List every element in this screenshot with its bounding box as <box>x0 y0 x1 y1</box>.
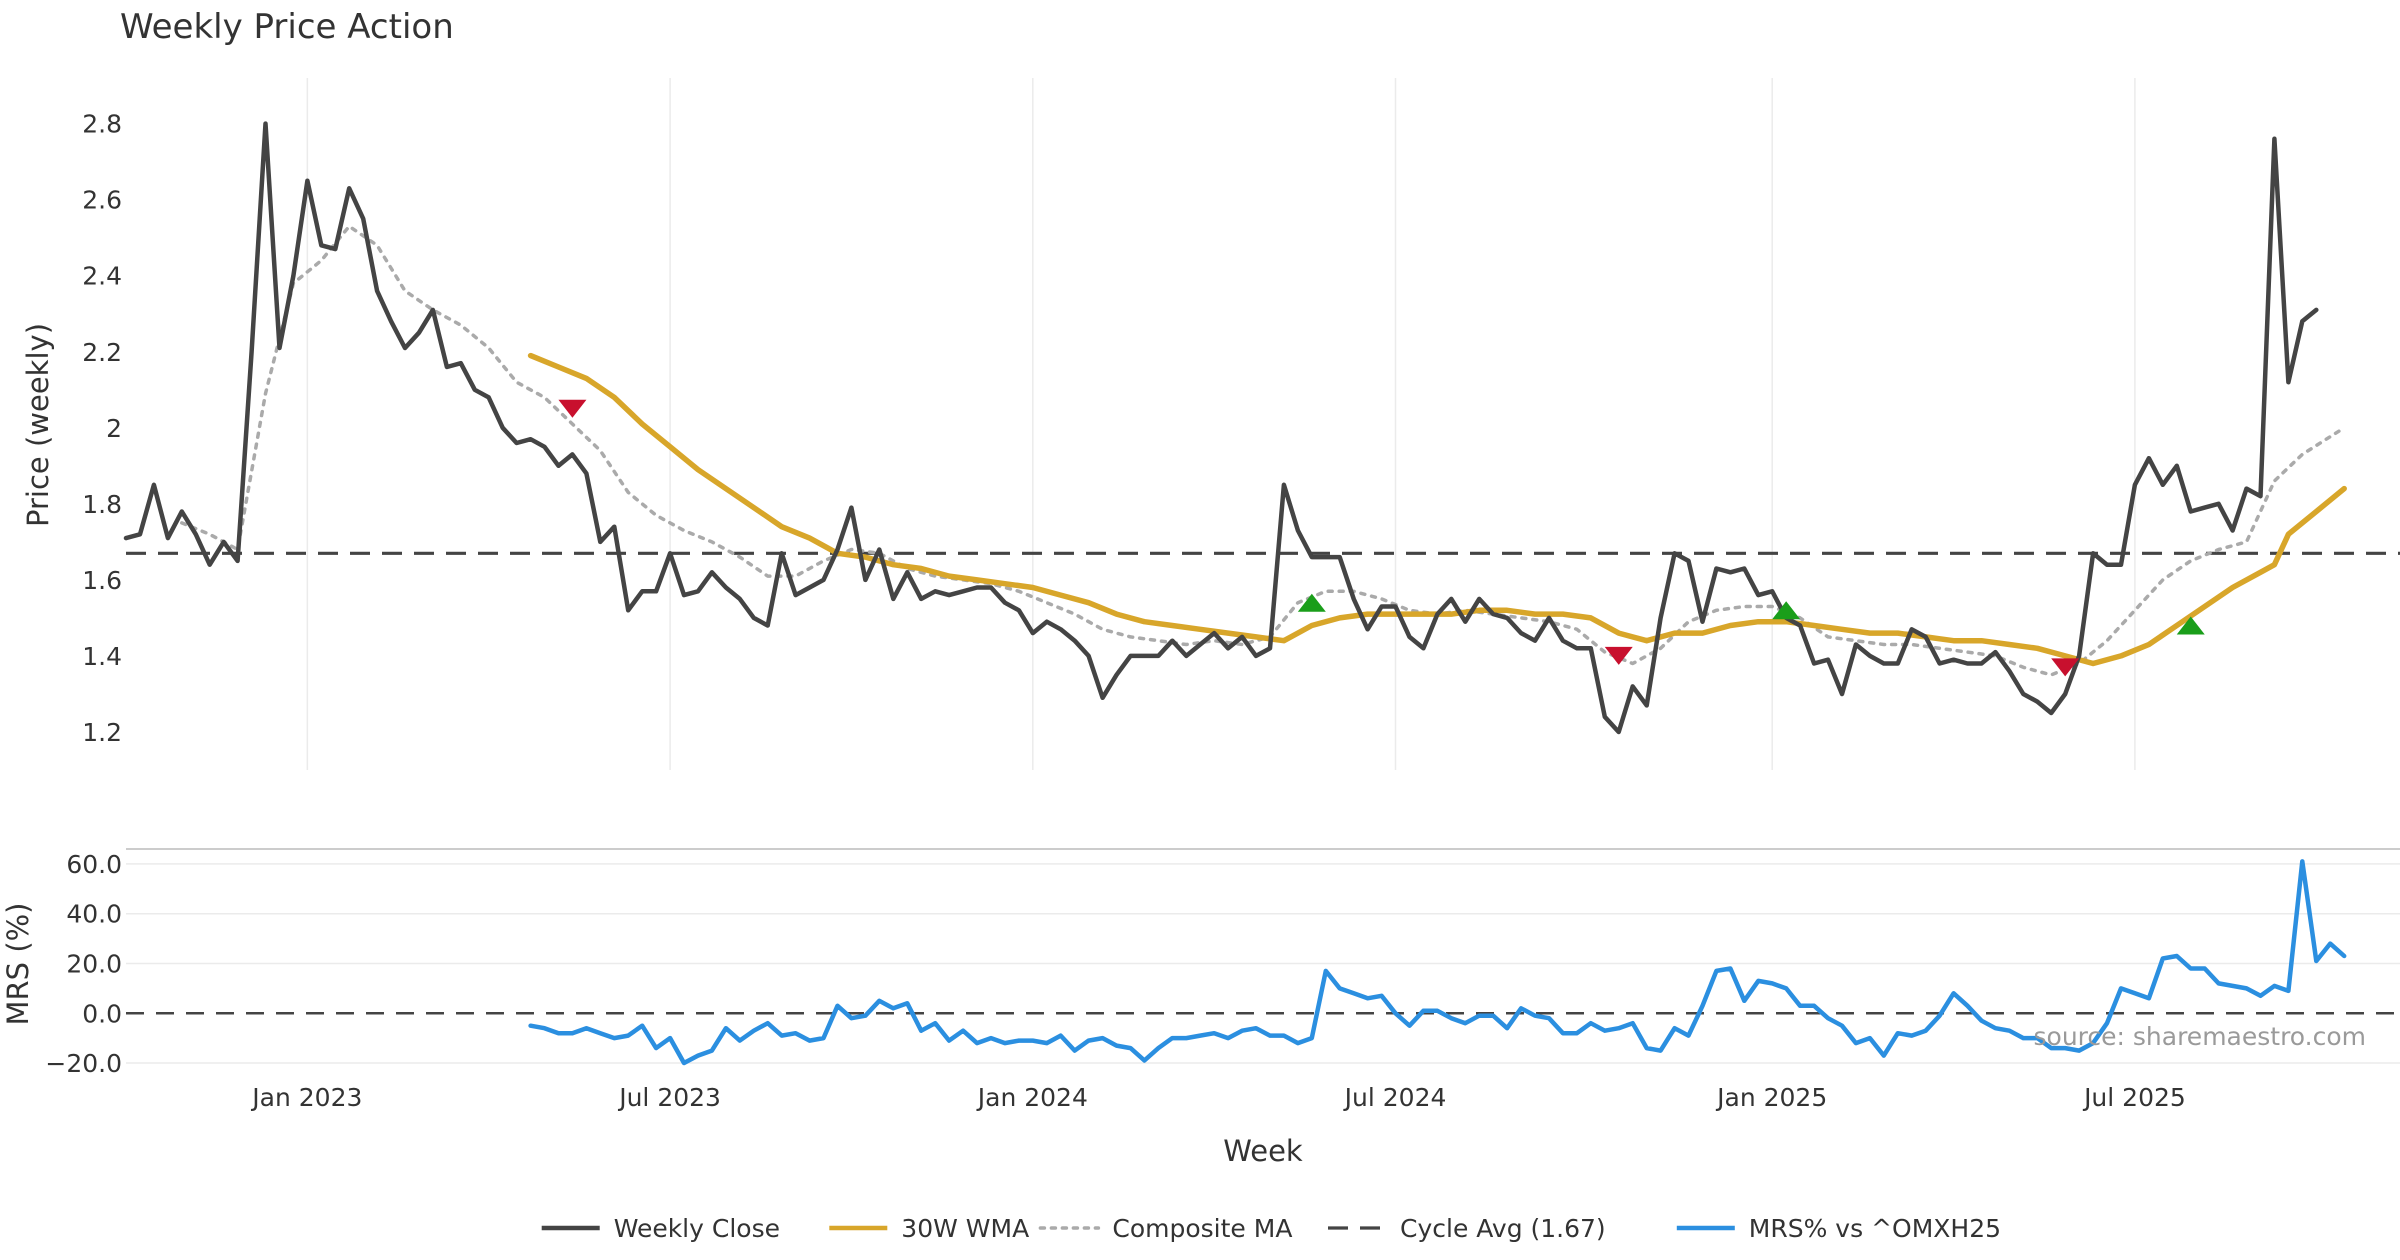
chart-title: Weekly Price Action <box>120 7 454 47</box>
x-axis-ticks: Jan 2023 Jul 2023 Jan 2024 Jul 2024 Jan 2025… <box>250 1083 2185 1112</box>
mrs-y-tick-label: 60.0 <box>66 850 122 879</box>
price-y-ticks: 1.2 1.4 1.6 1.8 2 2.2 2.4 2.6 2.8 <box>82 110 122 747</box>
price-grid <box>306 78 2136 770</box>
series-line-weekly-close <box>123 121 2319 735</box>
legend-item-30w-wma: 30W WMA <box>829 1214 1029 1243</box>
legend-item-cycle-avg-1-67: Cycle Avg (1.67) <box>1328 1214 1606 1243</box>
mrs-series <box>528 859 2347 1066</box>
price-y-tick-label: 1.4 <box>82 642 122 671</box>
price-y-tick-label: 2 <box>106 414 122 443</box>
mrs-y-ticks: −20.0 0.0 20.0 40.0 60.0 <box>45 850 122 1078</box>
mrs-y-tick-label: 40.0 <box>66 900 122 929</box>
legend-label: Cycle Avg (1.67) <box>1400 1214 1606 1243</box>
source-note: source: sharemaestro.com <box>2034 1022 2367 1051</box>
price-y-tick-label: 2.2 <box>82 338 122 367</box>
price-y-tick-label: 1.8 <box>82 490 122 519</box>
buy-signal-marker <box>1297 593 1326 612</box>
price-y-tick-label: 2.6 <box>82 186 122 215</box>
mrs-y-tick-label: −20.0 <box>45 1049 122 1078</box>
buy-signal-marker <box>2176 616 2205 635</box>
price-y-tick-label: 1.6 <box>82 566 122 595</box>
sell-signal-marker <box>1604 646 1633 665</box>
mrs-y-axis-label: MRS (%) <box>1 903 35 1026</box>
series-line-mrs-vs-omxh25 <box>528 859 2347 1066</box>
mrs-y-tick-label: 20.0 <box>66 949 122 978</box>
x-tick-label: Jan 2024 <box>976 1083 1088 1112</box>
price-y-tick-label: 2.8 <box>82 110 122 139</box>
x-tick-label: Jan 2025 <box>1715 1083 1827 1112</box>
sell-signal-marker <box>558 399 587 418</box>
price-y-axis-label: Price (weekly) <box>21 323 55 527</box>
legend: Weekly Close 30W WMA Composite MA Cycle Avg… <box>541 1214 2001 1243</box>
legend-label: 30W WMA <box>901 1214 1029 1243</box>
price-series <box>123 121 2400 735</box>
mrs-panel: −20.0 0.0 20.0 40.0 60.0 MRS (%) source: sha… <box>1 848 2400 1078</box>
price-y-tick-label: 1.2 <box>82 718 122 747</box>
legend-label: Composite MA <box>1112 1214 1292 1243</box>
signal-markers <box>558 399 2205 677</box>
legend-item-mrs-vs-omxh25: MRS% vs ^OMXH25 <box>1676 1214 2001 1243</box>
x-tick-label: Jul 2025 <box>2082 1083 2186 1112</box>
sell-signal-marker <box>2051 658 2080 677</box>
x-tick-label: Jan 2023 <box>250 1083 362 1112</box>
x-axis-label: Week <box>1223 1134 1303 1168</box>
legend-item-weekly-close: Weekly Close <box>541 1214 780 1243</box>
legend-label: MRS% vs ^OMXH25 <box>1749 1214 2001 1243</box>
mrs-y-tick-label: 0.0 <box>82 999 122 1028</box>
buy-signal-marker <box>1772 601 1801 620</box>
legend-label: Weekly Close <box>614 1214 780 1243</box>
price-panel: 1.2 1.4 1.6 1.8 2 2.2 2.4 2.6 2.8 Price (weekly) <box>21 78 2400 770</box>
x-tick-label: Jul 2023 <box>617 1083 721 1112</box>
legend-item-composite-ma: Composite MA <box>1038 1214 1292 1243</box>
price-y-tick-label: 2.4 <box>82 262 122 291</box>
x-tick-label: Jul 2024 <box>1343 1083 1447 1112</box>
mrs-grid <box>126 863 2400 1064</box>
series-line-composite-ma <box>180 224 2346 677</box>
